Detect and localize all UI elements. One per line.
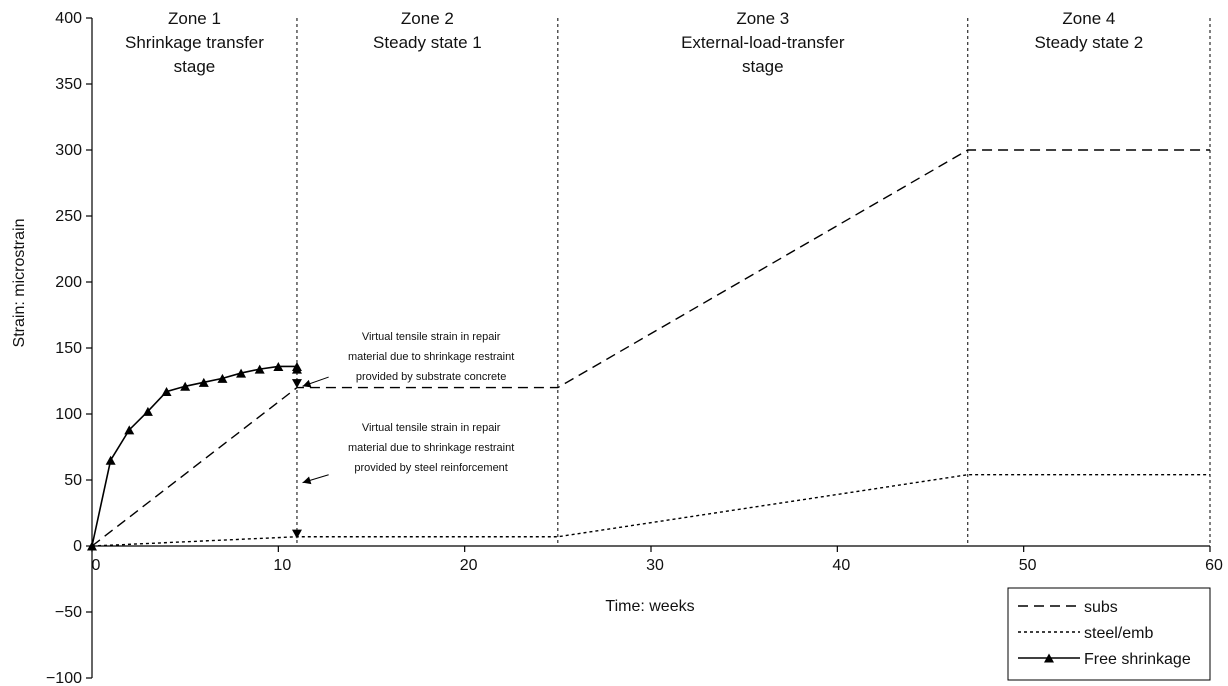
y-tick-label: −100 [46, 670, 82, 686]
x-tick-label: 40 [832, 557, 850, 574]
y-tick-label: 100 [55, 406, 82, 423]
annotation-marker [291, 529, 302, 539]
data-point-marker [180, 381, 191, 391]
zone-labels: Zone 1 Shrinkage transfer stage Zone 2 Stead… [125, 9, 1143, 76]
x-tick-label: 10 [273, 557, 291, 574]
data-point-marker [236, 368, 247, 378]
x-tick-label: 30 [646, 557, 664, 574]
series-group [87, 149, 1210, 551]
data-point-marker [124, 425, 135, 435]
x-tick-label: 50 [1019, 557, 1037, 574]
annotation-text: provided by substrate concrete [356, 371, 506, 383]
legend-marker [1044, 653, 1054, 663]
zone-label-line: stage [742, 57, 784, 76]
y-tick-label: 50 [64, 472, 82, 489]
x-tick-label: 20 [460, 557, 478, 574]
zone-label-line: stage [174, 57, 216, 76]
zone-label-line: Zone 4 [1062, 9, 1115, 28]
legend-label: Free shrinkage [1084, 651, 1191, 668]
zone-label-line: Zone 3 [736, 9, 789, 28]
legend-label: steel/emb [1084, 625, 1153, 642]
zone-boundaries [296, 18, 1211, 546]
y-axis-title: Strain: microstrain [11, 219, 28, 348]
legend-label: subs [1084, 599, 1118, 616]
annotation-text: material due to shrinkage restraint [348, 351, 514, 363]
y-tick-label: 200 [55, 274, 82, 291]
x-axis-title: Time: weeks [605, 598, 694, 615]
y-tick-label: 400 [55, 10, 82, 27]
legend-box [1007, 587, 1211, 681]
annotation-text: Virtual tensile strain in repair [362, 331, 501, 343]
series-line [91, 474, 1210, 547]
zone-label-line: Shrinkage transfer [125, 33, 264, 52]
data-point-marker [254, 364, 265, 374]
data-point-marker [291, 364, 302, 374]
zone-label-line: Zone 2 [401, 9, 454, 28]
annotation-marker [291, 379, 302, 389]
y-tick-label: 300 [55, 142, 82, 159]
annotation-text: provided by steel reinforcement [354, 462, 507, 474]
x-tick-label: 0 [92, 557, 101, 574]
y-tick-label: −50 [55, 604, 82, 621]
y-tick-label: 350 [55, 76, 82, 93]
annotation-text: material due to shrinkage restraint [348, 442, 514, 454]
data-point-marker [273, 361, 284, 371]
x-tick-label: 60 [1205, 557, 1223, 574]
legend: subs steel/emb Free shrinkage [1007, 587, 1211, 681]
data-point-marker [87, 541, 97, 551]
annotation-arrowhead [302, 476, 312, 485]
annotation-text: Virtual tensile strain in repair [362, 422, 501, 434]
y-tick-label: 250 [55, 208, 82, 225]
zone-label-line: External-load-transfer [681, 33, 845, 52]
series-line [91, 149, 1210, 547]
data-point-marker [217, 373, 228, 383]
zone-label-line: Steady state 2 [1035, 33, 1144, 52]
data-point-marker [198, 377, 209, 387]
y-tick-label: 0 [73, 538, 82, 555]
annotations: Virtual tensile strain in repair material… [291, 331, 514, 539]
zone-label-line: Zone 1 [168, 9, 221, 28]
y-tick-label: 150 [55, 340, 82, 357]
data-point-marker [105, 455, 116, 465]
data-point-marker [161, 387, 172, 397]
annotation-arrowhead [302, 379, 312, 388]
data-point-marker [142, 406, 153, 416]
series-line [91, 365, 298, 547]
axes: −100 −50 0 50 100 150 200 250 300 350 400 0 10 20 30 40… [46, 10, 1223, 686]
zone-label-line: Steady state 1 [373, 33, 482, 52]
